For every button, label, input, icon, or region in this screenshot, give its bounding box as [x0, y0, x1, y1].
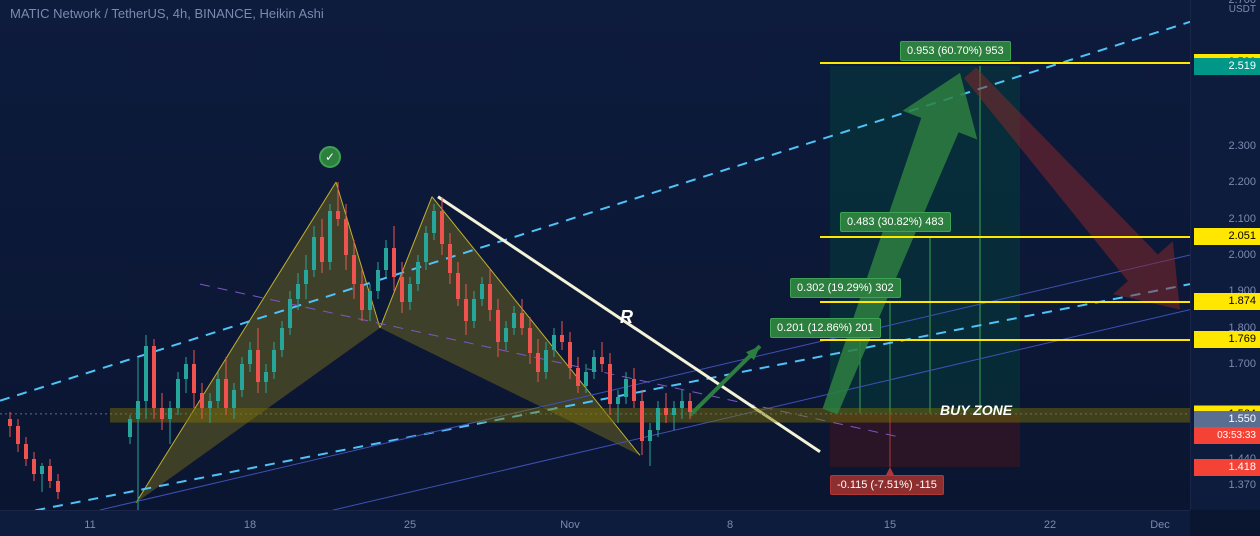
- time-tick: Nov: [560, 519, 580, 531]
- target-label: 0.953 (60.70%) 953: [900, 41, 1011, 61]
- time-tick: 18: [244, 519, 256, 531]
- time-tick: Dec: [1150, 519, 1170, 531]
- time-tick: 11: [84, 519, 95, 531]
- price-tick: 2.700: [1228, 0, 1256, 7]
- target-label: 0.201 (12.86%) 201: [770, 318, 881, 338]
- price-tick: 1.700: [1228, 357, 1256, 371]
- price-tick: 2.300: [1228, 139, 1256, 153]
- buy-zone-label: BUY ZONE: [940, 402, 1012, 418]
- price-tick: 1.370: [1228, 478, 1256, 492]
- target-line: [820, 62, 1190, 64]
- time-tick: 25: [404, 519, 416, 531]
- target-label: -0.115 (-7.51%) -115: [830, 475, 944, 495]
- price-tag: 1.418: [1194, 459, 1260, 476]
- target-label: 0.483 (30.82%) 483: [840, 212, 951, 232]
- price-tag: 1.550: [1194, 411, 1260, 428]
- target-label: 0.302 (19.29%) 302: [790, 278, 901, 298]
- pair-title: MATIC Network / TetherUS, 4h, BINANCE, H…: [10, 6, 324, 21]
- chart-area[interactable]: MATIC Network / TetherUS, 4h, BINANCE, H…: [0, 0, 1190, 510]
- target-line: [820, 236, 1190, 238]
- countdown-timer: 03:53:33: [1194, 427, 1260, 444]
- price-tag: 2.051: [1194, 228, 1260, 245]
- time-tick: 15: [884, 519, 896, 531]
- price-tick: 2.100: [1228, 212, 1256, 226]
- pattern-confirm-icon: ✓: [319, 146, 341, 168]
- target-line: [820, 339, 1190, 341]
- price-tick: 2.000: [1228, 248, 1256, 262]
- price-tick: 2.200: [1228, 175, 1256, 189]
- price-tag: 2.519: [1194, 58, 1260, 75]
- time-tick: 8: [727, 519, 733, 531]
- target-line: [820, 301, 1190, 303]
- price-tag: 1.874: [1194, 293, 1260, 310]
- resistance-label: R: [620, 307, 633, 328]
- price-tag: 1.769: [1194, 331, 1260, 348]
- time-axis: 11 18 25 Nov 8 15 22 Dec: [0, 510, 1190, 536]
- price-axis: USDT 1.3701.4401.5501.7001.8001.9002.000…: [1190, 0, 1260, 510]
- chart-overlay: [0, 0, 1190, 510]
- time-tick: 22: [1044, 519, 1056, 531]
